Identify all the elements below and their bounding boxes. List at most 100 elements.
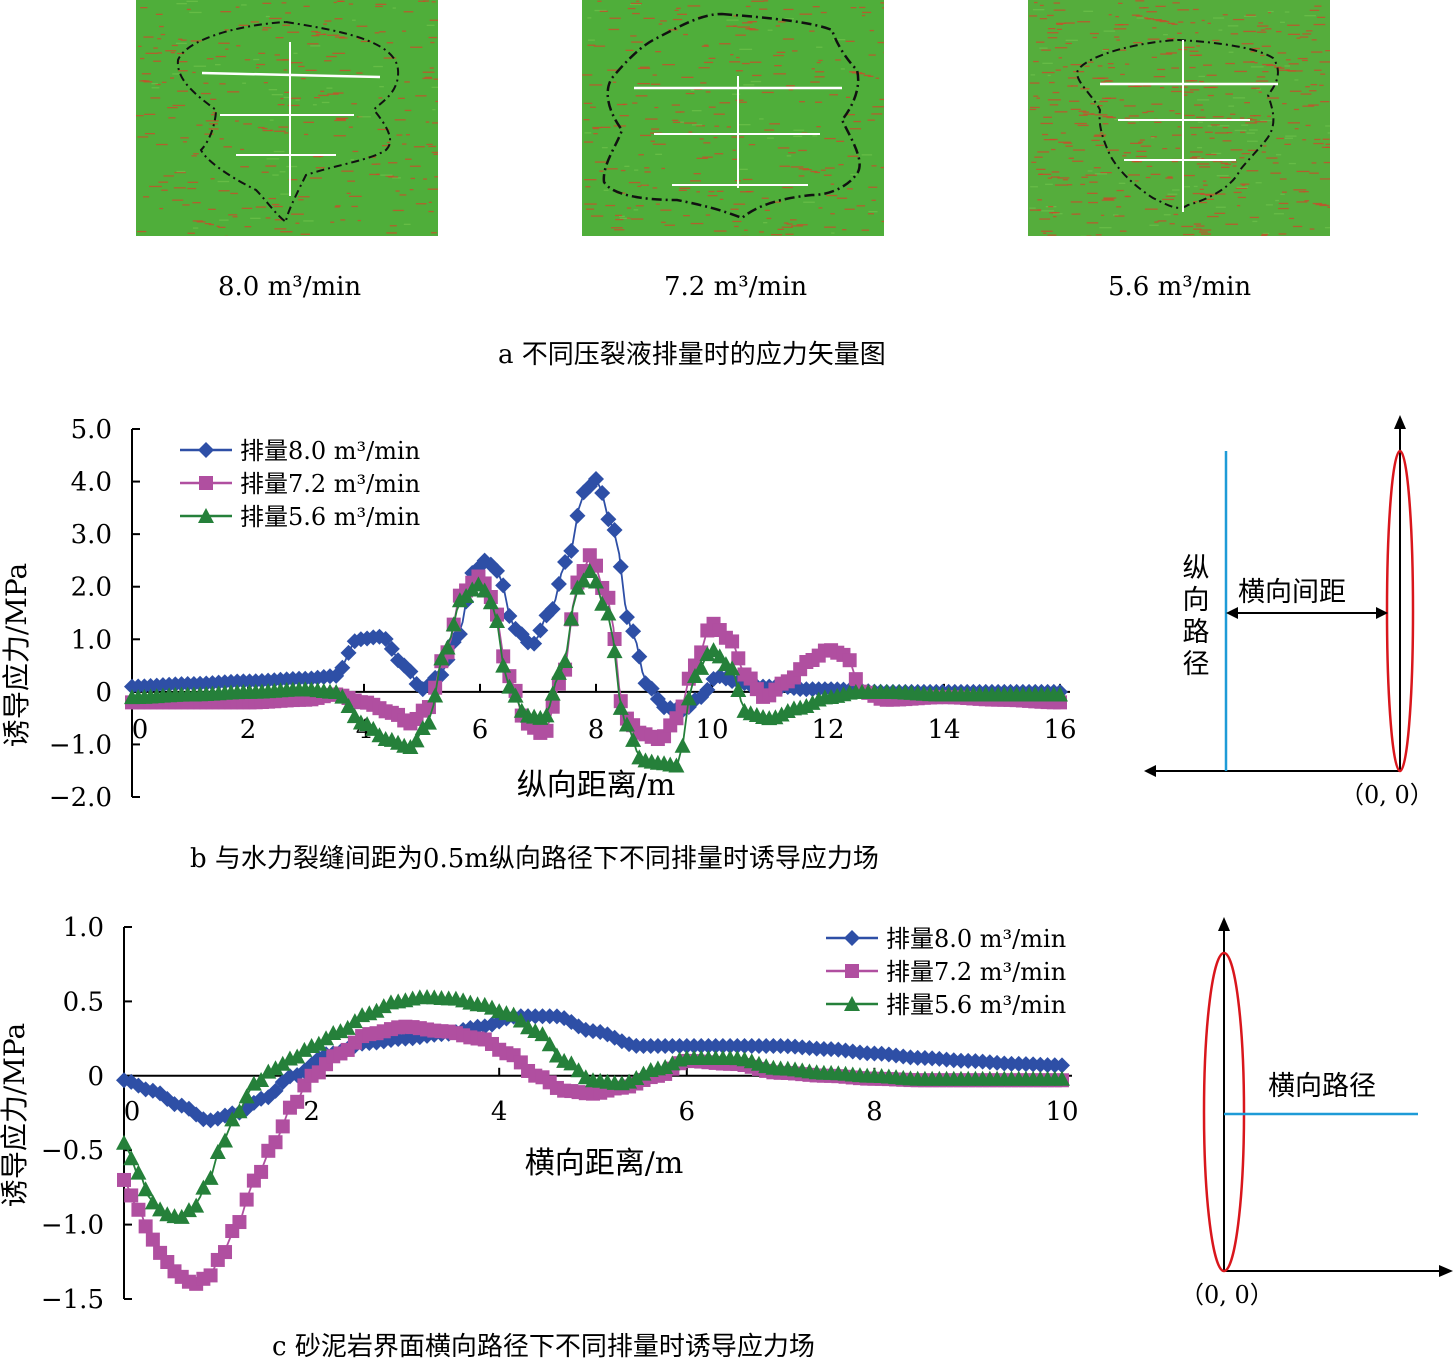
data-point: [433, 650, 450, 666]
data-point: [550, 664, 567, 680]
data-point: [217, 1132, 234, 1148]
x-tick-label: 2: [240, 715, 257, 745]
data-point: [588, 470, 604, 487]
data-point: [705, 671, 722, 688]
data-point: [476, 1018, 493, 1035]
y-tick-label: 0: [87, 1062, 104, 1092]
data-point: [402, 663, 419, 680]
data-point: [232, 1215, 247, 1230]
data-point: [209, 1144, 226, 1160]
legend-marker: [198, 442, 214, 458]
spacing-label: 横向间距: [1238, 577, 1346, 608]
data-point: [268, 1135, 283, 1150]
data-point: [445, 616, 462, 632]
data-point: [202, 1169, 219, 1185]
x-tick-label: 0: [132, 715, 149, 745]
data-point: [296, 1041, 313, 1057]
data-point: [130, 1164, 147, 1180]
data-point: [462, 1019, 479, 1036]
data-point: [117, 1172, 131, 1187]
data-point: [420, 714, 437, 730]
data-point: [138, 1219, 153, 1234]
data-point: [383, 640, 400, 657]
data-point: [544, 685, 561, 701]
data-point: [625, 623, 642, 640]
data-point: [512, 1012, 529, 1028]
data-point: [606, 643, 623, 659]
data-point: [476, 582, 493, 598]
data-point: [575, 572, 592, 588]
data-point: [743, 671, 758, 686]
legend-marker: [845, 964, 859, 978]
data-point: [495, 657, 512, 673]
data-point: [711, 648, 728, 664]
legend-item-3: 排量5.6 m³/min: [180, 503, 420, 531]
x-tick-label: 12: [811, 715, 844, 745]
data-point: [631, 648, 648, 665]
data-point: [310, 1035, 327, 1051]
data-point: [267, 1060, 284, 1076]
data-point: [1054, 1070, 1070, 1086]
data-point: [548, 1047, 565, 1063]
rate-label-2: 7.2 m³/min: [664, 272, 808, 302]
panel-b-caption: b 与水力裂缝间距为0.5m纵向路径下不同排量时诱导应力场: [190, 844, 879, 874]
legend-label: 排量8.0 m³/min: [886, 925, 1066, 953]
data-point: [433, 666, 450, 683]
data-point: [613, 1033, 630, 1050]
data-point: [612, 558, 629, 575]
data-point: [888, 1047, 905, 1064]
data-point: [612, 699, 629, 715]
y-tick-label: 2.0: [71, 573, 112, 603]
data-point: [513, 626, 530, 643]
data-point: [830, 1041, 847, 1058]
legend-label: 排量8.0 m³/min: [240, 437, 420, 465]
data-point: [340, 697, 357, 713]
data-point: [880, 1046, 897, 1063]
data-point: [496, 649, 511, 664]
data-point: [195, 1179, 212, 1195]
x-tick-label: 10: [695, 715, 728, 745]
data-point: [563, 542, 580, 559]
y-axis-label: 诱导应力/MPa: [0, 563, 33, 747]
legend-marker: [199, 476, 213, 490]
transverse-path-schematic: 横向路径 （0, 0）: [1180, 917, 1453, 1309]
x-axis-label: 横向距离/m: [525, 1146, 684, 1181]
panel-a-caption: a 不同压裂液排量时的应力矢量图: [498, 340, 886, 370]
data-point: [203, 1268, 218, 1283]
data-point: [686, 668, 703, 684]
x-tick-label: 4: [491, 1097, 508, 1127]
data-point: [731, 651, 746, 666]
data-point: [489, 613, 506, 629]
data-point: [137, 1181, 154, 1197]
data-point: [618, 609, 635, 626]
data-point: [489, 562, 506, 579]
y-tick-label: 5.0: [71, 415, 112, 445]
series-3: [116, 988, 1070, 1224]
y-axis-label: 诱导应力/MPa: [0, 1023, 31, 1207]
data-point: [544, 601, 561, 618]
data-point: [848, 672, 863, 687]
y-tick-label: −1.0: [49, 730, 112, 760]
legend-item-2: 排量7.2 m³/min: [826, 958, 1066, 986]
data-point: [218, 1245, 233, 1260]
legend-item-3: 排量5.6 m³/min: [826, 991, 1066, 1019]
data-point: [570, 1062, 587, 1078]
y-tick-label: 1.0: [71, 625, 112, 655]
data-point: [842, 653, 857, 668]
x-tick-label: 16: [1043, 715, 1076, 745]
legend-marker: [844, 996, 860, 1011]
data-point: [550, 575, 567, 592]
data-point: [594, 595, 611, 611]
data-point: [166, 1096, 183, 1113]
data-point: [581, 562, 598, 578]
x-tick-label: 8: [588, 715, 605, 745]
data-point: [538, 607, 555, 624]
data-point: [334, 688, 351, 704]
data-point: [439, 639, 456, 655]
data-point: [730, 682, 747, 698]
legend-label: 排量7.2 m³/min: [240, 470, 420, 498]
data-point: [669, 711, 684, 726]
data-point: [711, 668, 728, 685]
data-point: [569, 507, 586, 524]
data-point: [625, 731, 642, 747]
